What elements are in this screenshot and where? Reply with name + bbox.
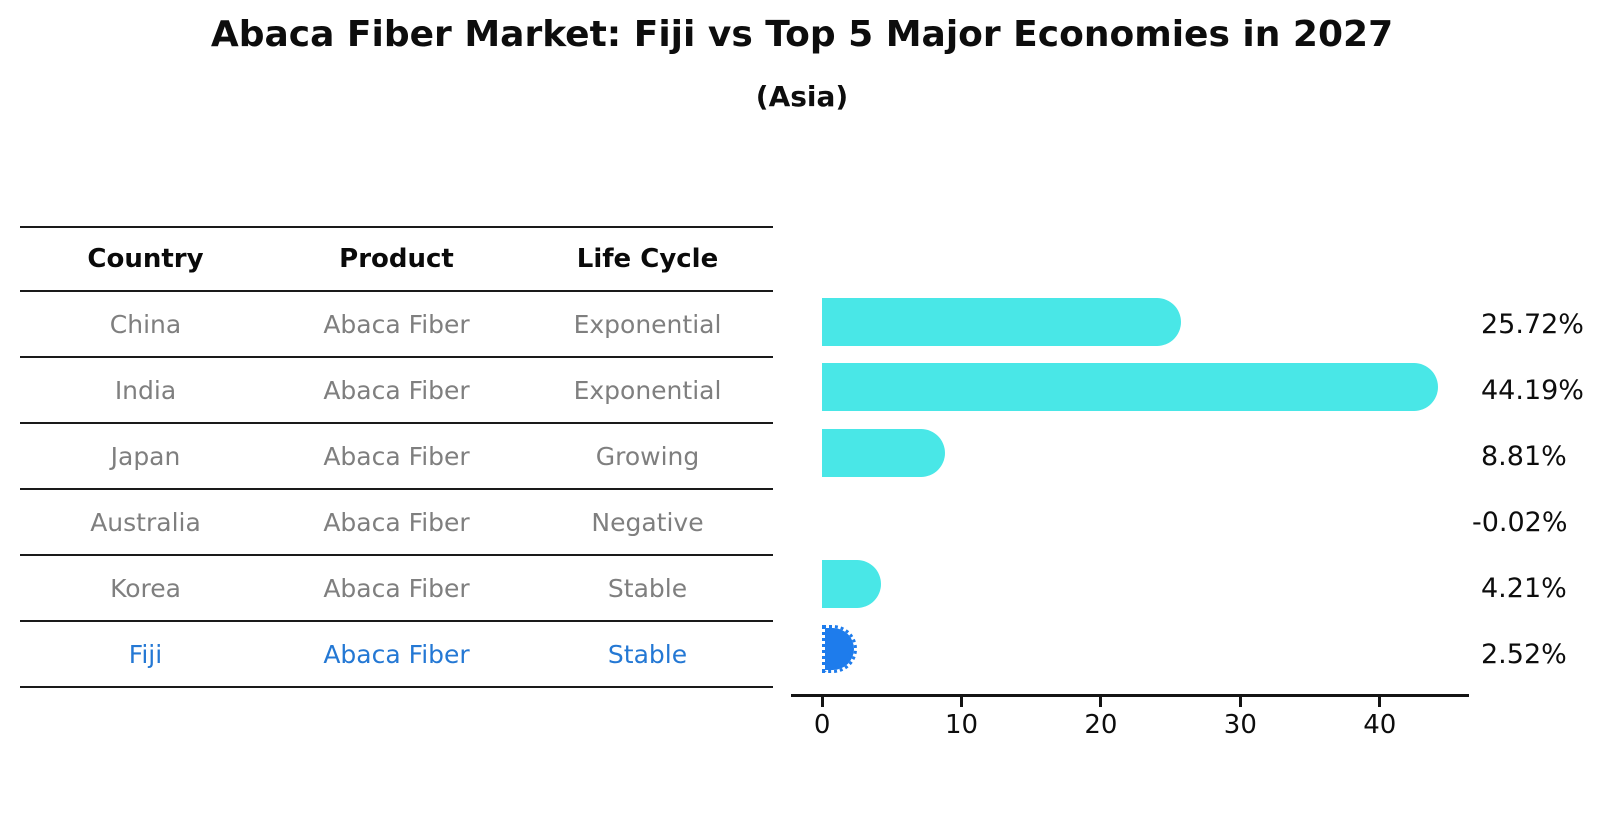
x-tick-label-20: 20 <box>1084 710 1118 740</box>
x-tick-label-0: 0 <box>813 710 831 740</box>
x-tick-0 <box>820 694 824 707</box>
chart-title: Abaca Fiber Market: Fiji vs Top 5 Major … <box>210 14 1394 55</box>
chart-subtitle: (Asia) <box>755 80 849 113</box>
x-tick-30 <box>1238 694 1242 707</box>
bar-fiji <box>822 625 858 673</box>
table-row: Japan Abaca Fiber Growing <box>20 424 773 490</box>
column-header-country: Country <box>87 244 204 274</box>
table-cell-product: Abaca Fiber <box>323 639 470 669</box>
bar-chart-area: 0 10 20 30 40 <box>791 270 1469 740</box>
bar-china <box>822 298 1181 346</box>
table-cell-life-cycle: Exponential <box>573 309 722 339</box>
table-cell-product: Abaca Fiber <box>323 309 470 339</box>
x-tick-10 <box>960 694 963 707</box>
bar-japan <box>822 428 945 477</box>
table-header-row: Country Product Life Cycle <box>20 226 773 292</box>
table-cell-life-cycle: Stable <box>607 639 688 669</box>
data-table: Country Product Life Cycle China Abaca Fi… <box>20 226 773 688</box>
column-header-life-cycle: Life Cycle <box>576 244 719 274</box>
bar-korea <box>822 559 881 608</box>
table-cell-life-cycle: Negative <box>591 507 704 537</box>
table-row: Fiji Abaca Fiber Stable <box>20 622 773 688</box>
table-cell-product: Abaca Fiber <box>323 507 470 537</box>
table-cell-country: India <box>114 375 177 405</box>
table-cell-product: Abaca Fiber <box>323 573 470 603</box>
x-tick-label-40: 40 <box>1363 710 1397 740</box>
x-tick-20 <box>1099 694 1103 707</box>
bar-india <box>822 363 1439 412</box>
table-cell-life-cycle: Growing <box>595 441 700 471</box>
table-cell-country: Fiji <box>128 639 163 669</box>
value-label-korea: 4.21% <box>1481 573 1567 604</box>
table-cell-country: China <box>109 309 182 339</box>
table-row: India Abaca Fiber Exponential <box>20 358 773 424</box>
x-tick-label-30: 30 <box>1223 710 1257 740</box>
table-cell-life-cycle: Stable <box>607 573 688 603</box>
value-label-india: 44.19% <box>1481 375 1584 406</box>
table-cell-country: Korea <box>110 573 181 603</box>
x-tick-40 <box>1378 694 1382 707</box>
table-body: China Abaca Fiber Exponential India Abaca Fi… <box>20 292 773 688</box>
table-cell-country: Australia <box>90 507 201 537</box>
value-label-china: 25.72% <box>1481 309 1584 340</box>
column-header-product: Product <box>339 244 454 274</box>
value-label-australia: -0.02% <box>1472 507 1568 538</box>
table-row: Australia Abaca Fiber Negative <box>20 490 773 556</box>
table-cell-country: Japan <box>110 441 181 471</box>
x-tick-label-10: 10 <box>944 710 979 740</box>
table-cell-product: Abaca Fiber <box>323 441 470 471</box>
table-row: China Abaca Fiber Exponential <box>20 292 773 358</box>
table-cell-life-cycle: Exponential <box>573 375 722 405</box>
table-row: Korea Abaca Fiber Stable <box>20 556 773 622</box>
table-cell-product: Abaca Fiber <box>323 375 470 405</box>
value-label-fiji: 2.52% <box>1481 639 1567 670</box>
value-label-japan: 8.81% <box>1481 441 1567 472</box>
